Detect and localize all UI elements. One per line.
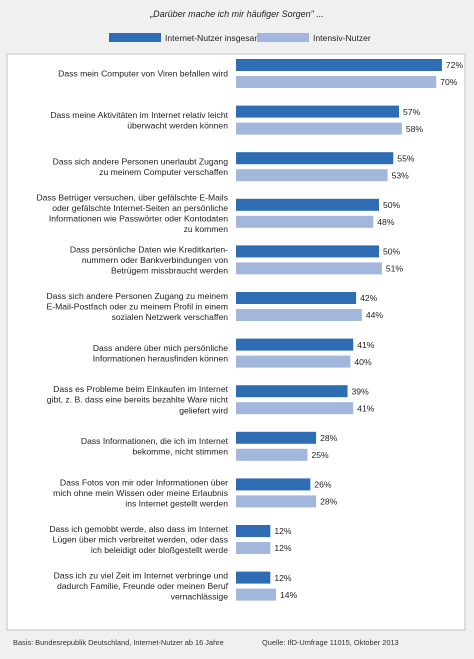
category-label: oder gefälschte Internet-Seiten an persö… [52,203,228,213]
bar-series-1 [236,338,354,351]
footer-source: Quelle: IfD-Umfrage 11015, Oktober 2013 [262,638,399,647]
data-label: 55% [397,153,415,163]
bar-series-1 [236,571,271,584]
category-label: Dass sich andere Personen unerlaubt Zuga… [53,156,229,166]
category-label: Dass ich gemobbt werde, also dass im Int… [49,524,228,534]
category-label: Dass sich andere Personen Zugang zu mein… [46,291,228,301]
category-label: Dass Informationen, die ich im Internet [81,436,229,446]
bar-series-2 [236,402,354,415]
category-label: überwacht werden können [127,120,228,130]
data-label: 12% [274,526,292,536]
data-label: 28% [320,433,338,443]
bar-series-2 [236,262,382,275]
bar-series-2 [236,215,374,228]
data-label: 25% [312,450,330,460]
bar-series-1 [236,59,442,71]
bar-series-2 [236,355,351,368]
category-label: ich beleidigt oder bloßgestellt werde [91,545,228,555]
data-label: 48% [377,217,395,227]
category-label: Dass mein Computer von Viren befallen wi… [58,69,228,79]
data-label: 53% [392,170,410,180]
category-label: bekomme, nicht stimmen [132,447,228,457]
data-label: 41% [357,340,375,350]
bar-series-1 [236,292,357,304]
chart-subtitle: „Darüber mache ich mir häufiger Sorgen" … [149,9,324,19]
bar-series-1 [236,152,394,165]
bar-series-1 [236,198,379,211]
data-label: 51% [386,264,404,274]
data-label: 26% [314,480,332,490]
bar-series-1 [236,525,271,537]
legend-swatch-series-2 [257,33,309,42]
category-label: zu kommen [184,224,229,234]
category-label: Betrügern missbraucht werden [111,266,228,276]
bar-series-2 [236,169,388,182]
data-label: 14% [280,590,298,600]
category-label: Dass andere über mich persönliche [93,343,228,353]
data-label: 40% [354,357,372,367]
category-label: Dass meine Aktivitäten im Internet relat… [50,110,228,120]
data-label: 72% [446,60,464,70]
category-label: Dass Fotos von mir oder Informationen üb… [60,477,228,487]
category-label: Dass Betrüger versuchen, über gefälschte… [36,192,228,202]
plot-area: Dass mein Computer von Viren befallen wi… [6,53,466,631]
legend-label-series-2: Intensiv-Nutzer [313,33,371,43]
category-label: geliefert wird [179,405,228,415]
legend: Internet-Nutzer insgesamt Intensiv-Nutze… [109,33,371,43]
category-label: Dass ich zu viel Zeit im Internet verbri… [54,571,229,581]
bar-series-2 [236,495,317,508]
data-label: 70% [440,77,458,87]
legend-label-series-1: Internet-Nutzer insgesamt [165,33,264,43]
category-label: Lügen über mich verbreitet werden, oder … [53,535,228,545]
footer-basis: Basis: Bundesrepublik Deutschland, Inter… [13,638,224,647]
data-label: 58% [406,124,424,134]
bar-series-2 [236,76,437,88]
category-label: sozialen Netzwerk verschaffen [112,312,229,322]
data-label: 28% [320,497,338,507]
category-label: Informationen herausfinden können [93,353,228,363]
data-label: 44% [366,310,384,320]
bar-series-2 [236,309,362,321]
legend-swatch-series-1 [109,33,161,42]
category-label: ins Internet gestellt werden [125,499,228,509]
category-label: Dass es Probleme beim Einkaufen im Inter… [53,384,228,394]
data-label: 57% [403,107,421,117]
bar-series-2 [236,122,402,135]
data-label: 12% [274,573,292,583]
category-label: mich ohne mein Wissen oder meine Erlaubn… [53,488,228,498]
data-label: 50% [383,247,401,257]
category-label: nummern oder Bankverbindungen von [82,255,228,265]
category-label: dadurch Familie, Freunde oder meinen Ber… [57,581,229,591]
category-label: gibt, z. B. dass eine bereits bezahlte W… [47,395,229,405]
bar-series-1 [236,431,317,444]
category-label: Informationen wie Passwörter oder Kontod… [49,214,228,224]
bar-series-2 [236,588,277,601]
category-label: E-Mail-Postfach oder zu meinem Profil in… [47,302,229,312]
category-label: vernachlässige [171,592,229,602]
data-label: 42% [360,293,378,303]
bar-series-2 [236,448,308,461]
data-label: 50% [383,200,401,210]
bar-series-1 [236,385,348,398]
data-label: 41% [357,403,375,413]
data-label: 12% [274,543,292,553]
bar-series-1 [236,478,311,491]
bar-series-1 [236,245,379,258]
category-label: Dass persönliche Daten wie Kreditkarten- [70,244,228,254]
bar-series-1 [236,105,400,118]
data-label: 39% [352,386,370,396]
category-label: zu meinem Computer verschaffen [99,167,228,177]
bar-series-2 [236,542,271,554]
footer: Basis: Bundesrepublik Deutschland, Inter… [13,638,399,647]
